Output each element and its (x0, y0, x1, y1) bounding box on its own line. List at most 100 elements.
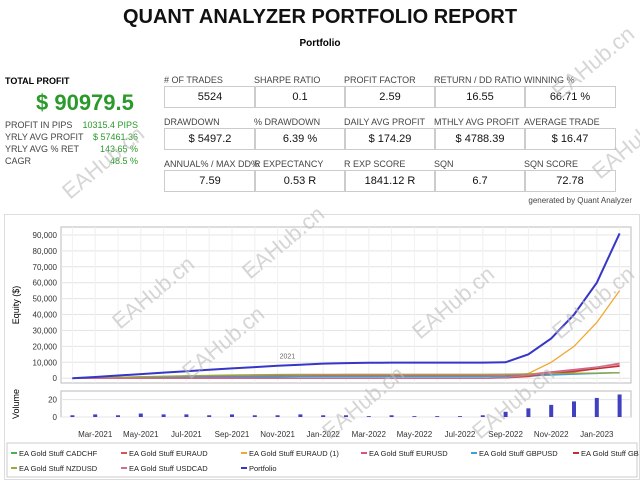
volume-bar (207, 415, 212, 417)
legend-label: EA Gold Stuff GBPUSD (1) (581, 449, 639, 458)
y-tick-label: 50,000 (33, 295, 58, 304)
series-line (72, 372, 620, 379)
x-tick-label: Jul-2021 (171, 430, 202, 439)
summary-value: $ 57461.36 (92, 132, 138, 142)
x-tick-label: Jan-2023 (580, 430, 614, 439)
y-tick-label: 60,000 (33, 279, 58, 288)
y-tick-label: 70,000 (33, 263, 58, 272)
x-tick-label: Mar-2021 (78, 430, 113, 439)
volume-bar (252, 415, 257, 417)
metric-label: SHARPE RATIO (254, 75, 321, 85)
metric-label: RETURN / DD RATIO (434, 75, 522, 85)
x-tick-label: Sep-2021 (215, 430, 250, 439)
metric-label: AVERAGE TRADE (524, 117, 600, 127)
generated-note: generated by Quant Analyzer (528, 196, 632, 205)
y-axis-label: Equity ($) (11, 286, 21, 325)
total-label: TOTAL PROFIT (5, 76, 70, 86)
volume-bar (93, 414, 98, 417)
metric-label: ANNUAL% / MAX DD% (164, 159, 260, 169)
volume-bar (184, 414, 189, 417)
volume-bar (116, 415, 120, 417)
x-tick-label: Jan-2022 (307, 430, 341, 439)
metric-label: MTHLY AVG PROFIT (434, 117, 520, 127)
metric-value: 66.71 % (524, 86, 616, 108)
metric-label: DRAWDOWN (164, 117, 220, 127)
total-value: $ 90979.5 (36, 90, 134, 115)
volume-bar (435, 416, 440, 417)
chart: 0 10,000 20,000 30,000 40,000 50,000 60,000 70,… (6, 226, 640, 478)
metric-value: 5524 (164, 86, 256, 108)
summary-label: CAGR (5, 156, 32, 166)
metric-value: 16.55 (434, 86, 526, 108)
volume-bar (138, 413, 143, 417)
y-tick-label: 40,000 (33, 311, 58, 320)
volume-tick-label: 20 (48, 396, 57, 405)
volume-bar (389, 415, 394, 417)
volume-bar (275, 415, 280, 417)
volume-bar (617, 394, 622, 417)
metric-label: R EXPECTANCY (254, 159, 324, 169)
volume-area (60, 390, 632, 418)
chart-panel: 0 10,000 20,000 30,000 40,000 50,000 60,000 70,… (4, 214, 640, 480)
y-tick-label: 20,000 (33, 342, 58, 351)
volume-bar (526, 408, 531, 417)
x-tick-label: Jul-2022 (445, 430, 476, 439)
legend-label: Portfolio (249, 464, 277, 473)
volume-tick-label: 0 (53, 413, 58, 422)
volume-bar (298, 414, 303, 417)
volume-bar (503, 411, 508, 417)
x-tick-label: Nov-2022 (534, 430, 569, 439)
x-tick-label: May-2021 (123, 430, 159, 439)
legend-label: EA Gold Stuff CADCHF (19, 449, 98, 458)
volume-bar (480, 415, 485, 417)
x-tick-label: May-2022 (397, 430, 433, 439)
metric-label: SQN (434, 159, 454, 169)
metric-label: R EXP SCORE (344, 159, 406, 169)
legend-box (6, 442, 638, 478)
metric-value: 72.78 (524, 170, 616, 192)
x-tick-label: Nov-2021 (260, 430, 295, 439)
y-tick-label: 80,000 (33, 247, 58, 256)
y-tick-label: 30,000 (33, 326, 58, 335)
metric-value: 0.1 (254, 86, 346, 108)
volume-bar (412, 416, 417, 417)
legend-label: EA Gold Stuff USDCAD (129, 464, 208, 473)
legend-label: EA Gold Stuff EURAUD (1) (249, 449, 339, 458)
metric-value: 0.53 R (254, 170, 346, 192)
volume-bar (572, 401, 576, 417)
summary-value: 10315.4 PIPS (82, 120, 138, 130)
summary-label: YRLY AVG PROFIT (5, 132, 84, 142)
volume-bar (594, 397, 599, 417)
y-tick-label: 10,000 (33, 358, 58, 367)
volume-bar (70, 415, 75, 417)
metric-value: 2.59 (344, 86, 436, 108)
summary-value: 143.65 % (99, 144, 138, 154)
metric-label: WINNING % (524, 75, 575, 85)
metric-value: 7.59 (164, 170, 256, 192)
volume-bar (321, 415, 326, 417)
summary-label: PROFIT IN PIPS (5, 120, 73, 130)
legend-label: EA Gold Stuff NZDUSD (19, 464, 98, 473)
legend-label: EA Gold Stuff GBPUSD (479, 449, 558, 458)
metric-label: SQN SCORE (524, 159, 579, 169)
metric-value: $ 174.29 (344, 128, 436, 150)
y-tick-label: 90,000 (33, 231, 58, 240)
y-tick-label: 0 (53, 374, 58, 383)
x-tick-label: Mar-2022 (352, 430, 387, 439)
metric-value: $ 4788.39 (434, 128, 526, 150)
metric-label: # OF TRADES (164, 75, 223, 85)
series-line (72, 232, 621, 380)
volume-bar (230, 414, 234, 417)
metric-value: 6.39 % (254, 128, 346, 150)
annotation: 2021 (280, 354, 296, 361)
volume-bar (549, 404, 554, 417)
summary-label: YRLY AVG % RET (5, 144, 80, 154)
volume-bar (344, 415, 348, 417)
metric-label: % DRAWDOWN (254, 117, 321, 127)
volume-bar (458, 416, 462, 417)
report-title: QUANT ANALYZER PORTFOLIO REPORT (122, 6, 518, 28)
volume-label: Volume (11, 389, 21, 419)
metric-value: 1841.12 R (344, 170, 436, 192)
metric-label: PROFIT FACTOR (344, 75, 416, 85)
